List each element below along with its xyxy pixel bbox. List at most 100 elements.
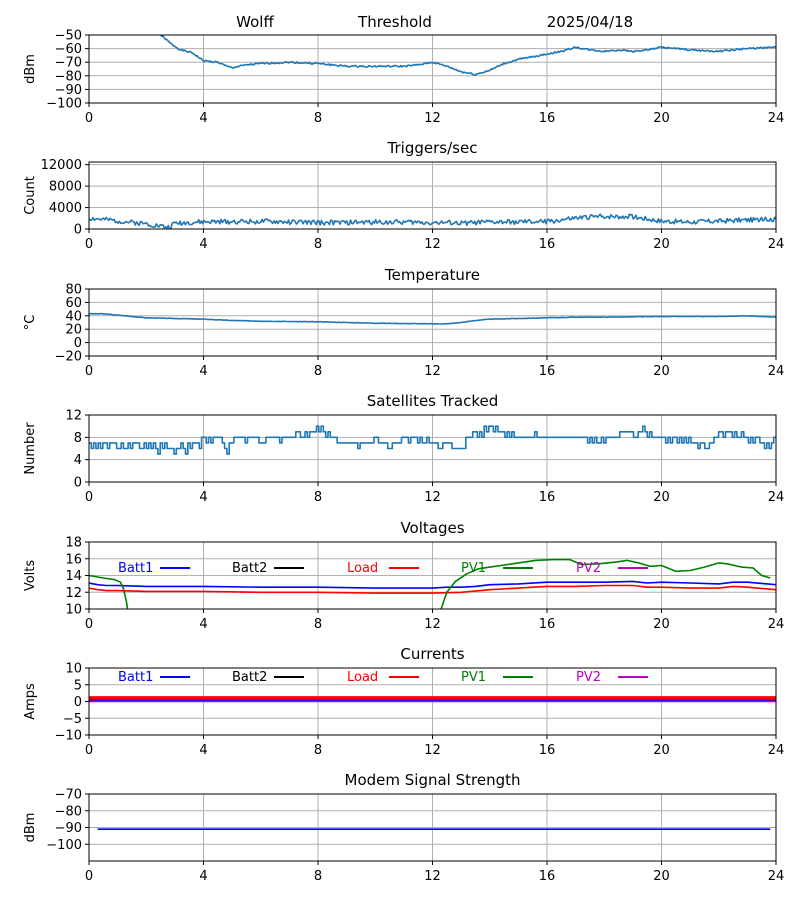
series-line-1 [89, 425, 776, 455]
y-axis-label: Number [23, 422, 38, 475]
y-axis-label: Volts [23, 560, 38, 592]
chart-title: Triggers/sec [387, 139, 478, 157]
x-tick-label: 20 [653, 617, 670, 632]
plot-area [89, 558, 776, 609]
page-header: Wolff Threshold 2025/04/18 [236, 13, 633, 31]
chart-title: Voltages [400, 519, 464, 537]
x-tick-label: 16 [539, 364, 556, 379]
y-tick-label: 18 [65, 536, 82, 551]
x-tick-label: 16 [539, 743, 556, 758]
legend-label-batt1: Batt1 [118, 670, 153, 685]
y-tick-label: 0 [74, 223, 82, 238]
legend-label-batt2: Batt2 [232, 561, 267, 576]
y-tick-label: −20 [55, 350, 82, 365]
x-tick-label: 4 [199, 364, 207, 379]
x-tick-label: 24 [768, 364, 785, 379]
chart-panel-6: 0 4 8 12 16 20 24 −10 −5 0 510 Currents Amps Batt1 Bat… [23, 645, 784, 758]
y-tick-label: 40 [65, 309, 82, 324]
x-tick-label: 4 [199, 237, 207, 252]
legend-label-batt2: Batt2 [232, 670, 267, 685]
x-tick-label: 24 [768, 869, 785, 884]
y-tick-label: 4000 [49, 201, 82, 216]
x-tick-label: 12 [424, 743, 441, 758]
series-line-batt1 [89, 580, 776, 589]
y-tick-label: −70 [55, 788, 82, 803]
chart-panel-7: 0 4 8 12 16 20 24 −100 −90 −80−70 Modem Signal Str… [23, 771, 784, 884]
x-tick-label: 24 [768, 743, 785, 758]
y-tick-label: 10 [65, 662, 82, 677]
y-tick-label: −60 [55, 42, 82, 57]
x-tick-label: 24 [768, 617, 785, 632]
x-tick-label: 24 [768, 111, 785, 126]
y-tick-label: −80 [55, 69, 82, 84]
y-tick-label: 12000 [41, 158, 82, 173]
x-tick-label: 8 [314, 869, 322, 884]
y-tick-label: 5 [74, 678, 82, 693]
series-line-1 [89, 312, 776, 325]
y-axis-label: dBm [23, 813, 38, 843]
x-tick-label: 12 [424, 111, 441, 126]
chart-panel-4: 0 4 8 12 16 20 24 0 4 8 12 Satellites Tracked Number [23, 392, 784, 505]
legend-label-load: Load [347, 670, 378, 685]
x-tick-label: 4 [199, 617, 207, 632]
x-tick-label: 20 [653, 743, 670, 758]
x-tick-label: 4 [199, 743, 207, 758]
series-line-load [89, 584, 776, 594]
y-tick-label: 20 [65, 323, 82, 338]
x-tick-label: 8 [314, 364, 322, 379]
x-tick-label: 12 [424, 364, 441, 379]
y-tick-label: −100 [46, 838, 82, 853]
x-tick-label: 12 [424, 869, 441, 884]
x-tick-label: 0 [85, 237, 93, 252]
x-tick-label: 16 [539, 111, 556, 126]
y-tick-label: −5 [63, 712, 82, 727]
legend-label-pv1: PV1 [461, 561, 486, 576]
y-tick-label: −80 [55, 804, 82, 819]
x-tick-label: 24 [768, 490, 785, 505]
y-tick-label: 12 [65, 409, 82, 424]
plot-area [89, 213, 776, 229]
y-tick-label: 10 [65, 603, 82, 618]
x-tick-label: 16 [539, 869, 556, 884]
x-tick-label: 0 [85, 364, 93, 379]
y-tick-label: 14 [65, 569, 82, 584]
x-tick-label: 20 [653, 869, 670, 884]
y-tick-label: −100 [46, 97, 82, 112]
x-tick-label: 16 [539, 237, 556, 252]
chart-title: Satellites Tracked [367, 392, 498, 410]
y-tick-label: 80 [65, 283, 82, 298]
y-axis-label: Count [23, 176, 38, 215]
chart-panel-1: 0 4 8 12 16 20 24 −100−90−80−70−60−50 dBm [23, 29, 784, 127]
x-tick-label: 4 [199, 869, 207, 884]
x-tick-label: 8 [314, 490, 322, 505]
y-tick-label: 60 [65, 296, 82, 311]
y-tick-label: 8 [74, 431, 82, 446]
legend-label-load: Load [347, 561, 378, 576]
x-tick-label: 20 [653, 490, 670, 505]
plot-area [159, 35, 776, 76]
series-line-pv1 [440, 558, 771, 609]
y-tick-label: 12 [65, 586, 82, 601]
x-tick-label: 0 [85, 490, 93, 505]
chart-title: Currents [400, 645, 464, 663]
series-line-1 [89, 213, 776, 229]
header-date: 2025/04/18 [547, 13, 633, 31]
header-label: Threshold [357, 13, 432, 31]
x-tick-label: 0 [85, 869, 93, 884]
y-tick-label: −10 [55, 729, 82, 744]
plot-area [89, 425, 776, 455]
y-tick-label: −90 [55, 821, 82, 836]
y-tick-label: 8000 [49, 180, 82, 195]
x-tick-label: 24 [768, 237, 785, 252]
y-tick-label: −70 [55, 56, 82, 71]
plot-area [89, 696, 776, 703]
x-tick-label: 20 [653, 237, 670, 252]
x-tick-label: 4 [199, 490, 207, 505]
chart-panel-2: 0 4 8 12 16 20 24 0 4000 8000 12000 Triggers/sec Cou… [23, 139, 784, 252]
x-tick-label: 20 [653, 364, 670, 379]
y-tick-label: −90 [55, 83, 82, 98]
y-tick-label: 0 [74, 476, 82, 491]
x-tick-label: 16 [539, 490, 556, 505]
y-tick-label: 16 [65, 552, 82, 567]
